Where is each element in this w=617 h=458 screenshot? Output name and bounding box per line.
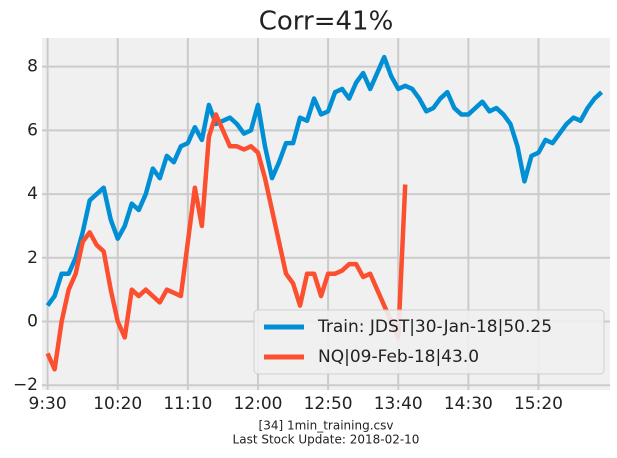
y-tick-label: 4 [27, 184, 38, 204]
x-tick-label: 10:20 [93, 394, 142, 414]
chart-title: Corr=41% [259, 7, 394, 37]
legend-box [253, 309, 605, 375]
x-tick-label: 15:20 [514, 394, 563, 414]
x-tick-label: 13:40 [374, 394, 423, 414]
x-tick-label: 9:30 [29, 394, 67, 414]
series-line [45, 112, 408, 372]
x-tick-label: 12:50 [304, 394, 353, 414]
y-tick-label: 0 [27, 312, 38, 332]
x-tick-label: 11:10 [163, 394, 212, 414]
y-tick-label: 6 [27, 120, 38, 140]
y-tick-label: 2 [27, 248, 38, 268]
legend-label: NQ|09-Feb-18|43.0 [318, 347, 479, 367]
y-tick-label: −2 [13, 375, 38, 395]
x-label: Last Stock Update: 2018-02-10 [233, 433, 420, 447]
x-tick-label: 14:30 [444, 394, 493, 414]
x-label: [34] 1min_training.csv [259, 419, 394, 433]
x-tick-label: 12:00 [233, 394, 282, 414]
legend-label: Train: JDST|30-Jan-18|50.25 [317, 317, 552, 337]
series-line [45, 54, 604, 307]
y-tick-label: 8 [27, 57, 38, 77]
